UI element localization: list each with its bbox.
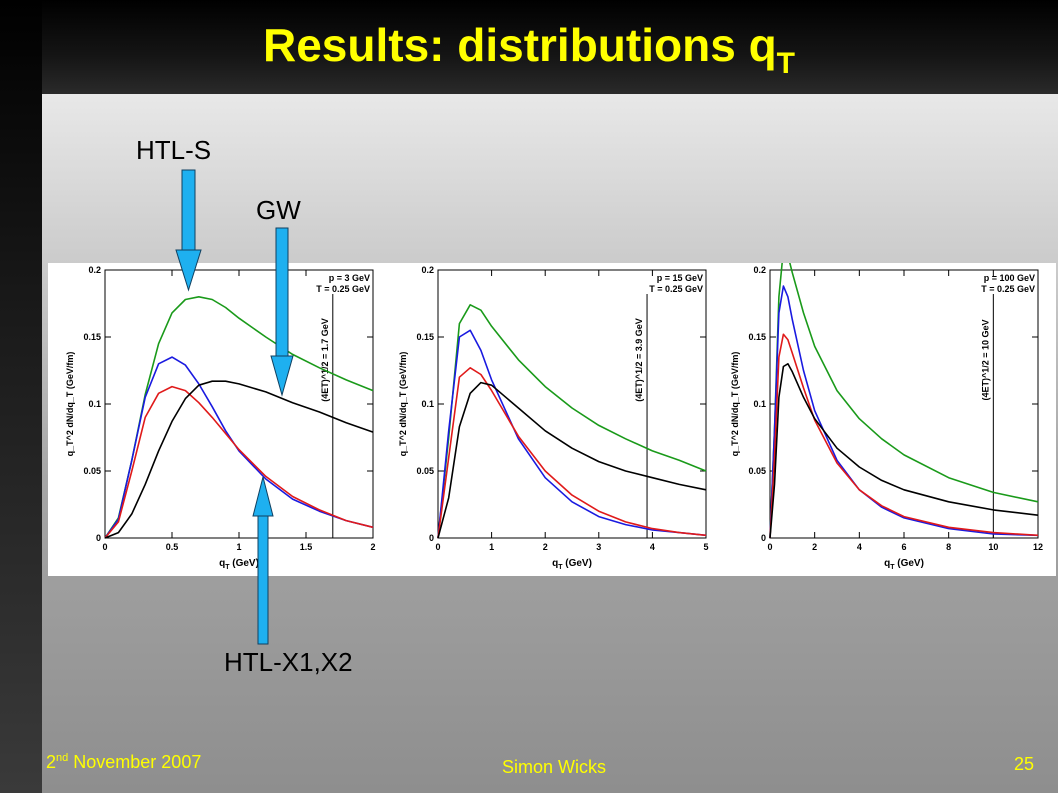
y-tick-label: 0.2: [88, 265, 101, 275]
y-tick-label: 0.05: [83, 466, 101, 476]
annotation-htl-s: HTL-S: [136, 135, 212, 165]
y-tick-label: 0: [429, 533, 434, 543]
x-tick-label: 10: [988, 542, 998, 552]
series-line-1: [769, 249, 1039, 539]
legend-text: p = 15 GeV: [657, 273, 703, 283]
x-tick-label: 4: [857, 542, 862, 552]
x-tick-label: 2: [543, 542, 548, 552]
chart-2: 0 1 2 3 4 5 0 0.05 0.1 0.15 0.2 qT (GeV) q_T^2 dN/dq…: [398, 265, 709, 571]
y-tick-label: 0.1: [753, 399, 766, 409]
title-main: Results: distributions q: [262, 19, 777, 71]
x-axis-label: qT (GeV): [884, 558, 924, 571]
x-tick-label: 1: [489, 542, 494, 552]
series-line-2: [769, 285, 1039, 539]
x-tick-label: 0.5: [166, 542, 179, 552]
title-bar: [0, 0, 1058, 94]
chart-1: 0 0.5 1 1.5 2 0 0.05 0.1 0.15 0.2 qT (GeV) q_T^2 dN…: [65, 265, 376, 571]
series-line-4: [104, 380, 374, 539]
y-tick-label: 0.15: [416, 332, 434, 342]
series-line-3: [769, 333, 1039, 539]
x-tick-label: 5: [703, 542, 708, 552]
legend-text: T = 0.25 GeV: [316, 284, 370, 294]
series-line-2: [437, 329, 707, 539]
y-axis-label: q_T^2 dN/dq_T (GeV/fm): [65, 352, 75, 457]
y-axis-label: q_T^2 dN/dq_T (GeV/fm): [730, 352, 740, 457]
x-axis-label: qT (GeV): [219, 558, 259, 571]
left-bar: [0, 0, 42, 793]
y-tick-label: 0.15: [748, 332, 766, 342]
y-tick-label: 0: [96, 533, 101, 543]
y-tick-label: 0.05: [748, 466, 766, 476]
y-tick-label: 0.1: [88, 399, 101, 409]
x-tick-label: 4: [650, 542, 655, 552]
y-tick-label: 0.2: [753, 265, 766, 275]
date-day: 2: [46, 752, 57, 772]
series-line-4: [437, 381, 707, 539]
y-tick-label: 0.05: [416, 466, 434, 476]
x-tick-label: 0: [102, 542, 107, 552]
series-line-3: [437, 367, 707, 539]
x-tick-label: 1.5: [300, 542, 313, 552]
series-line-4: [769, 363, 1039, 539]
series-line-1: [437, 303, 707, 539]
legend-text: T = 0.25 GeV: [649, 284, 703, 294]
annotation-gw: GW: [256, 195, 301, 225]
x-tick-label: 6: [901, 542, 906, 552]
plots-svg: 0 0.5 1 1.5 200.050.10.150.2qT (GeV)q_T^2 dN…: [65, 249, 1043, 571]
series-line-3: [104, 385, 374, 539]
x-tick-label: 12: [1033, 542, 1043, 552]
x-tick-label: 3: [596, 542, 601, 552]
x-tick-label: 8: [946, 542, 951, 552]
annotation-htl-x: HTL-X1,X2: [224, 647, 353, 677]
y-tick-label: 0: [761, 533, 766, 543]
y-axis-label: q_T^2 dN/dq_T (GeV/fm): [398, 352, 408, 457]
x-axis-label: qT (GeV): [552, 558, 592, 571]
arrow-htl-s: [175, 169, 202, 292]
arrow-htl-x: [252, 476, 274, 645]
x-tick-label: 0: [435, 542, 440, 552]
series-line-2: [104, 356, 374, 539]
threshold-label: (4ET)^1/2 = 1.7 GeV: [320, 318, 330, 402]
threshold-label: (4ET)^1/2 = 3.9 GeV: [634, 318, 644, 402]
title-subscript: T: [776, 47, 795, 80]
chart-3: 0 2 4 6 8 10 12 0 0.05 0.1 0.15 0.2 qT (GeV) q_T^2 dN…: [730, 249, 1043, 571]
plots-area: 0 0.5 1 1.5 2 0 0.05 0.1 0.15 0.2 qT (GeV) q_T^2 dN…: [48, 249, 1056, 576]
x-tick-label: 2: [370, 542, 375, 552]
slide-title: Results: distributions qT: [0, 18, 1058, 81]
legend-text: p = 100 GeV: [984, 273, 1035, 283]
y-tick-label: 0.15: [83, 332, 101, 342]
threshold-label: (4ET)^1/2 = 10 GeV: [980, 319, 990, 400]
footer-date: 2nd November 2007: [46, 752, 201, 773]
arrow-gw: [270, 227, 294, 397]
y-tick-label: 0.1: [421, 399, 434, 409]
footer-author: Simon Wicks: [502, 757, 607, 777]
x-tick-label: 1: [236, 542, 241, 552]
x-tick-label: 0: [767, 542, 772, 552]
y-tick-label: 0.2: [421, 265, 434, 275]
legend-text: p = 3 GeV: [329, 273, 370, 283]
date-sup: nd: [56, 752, 69, 764]
legend-text: T = 0.25 GeV: [981, 284, 1035, 294]
date-rest: November 2007: [68, 752, 202, 772]
footer-page-number: 25: [1014, 754, 1035, 774]
x-tick-label: 2: [812, 542, 817, 552]
